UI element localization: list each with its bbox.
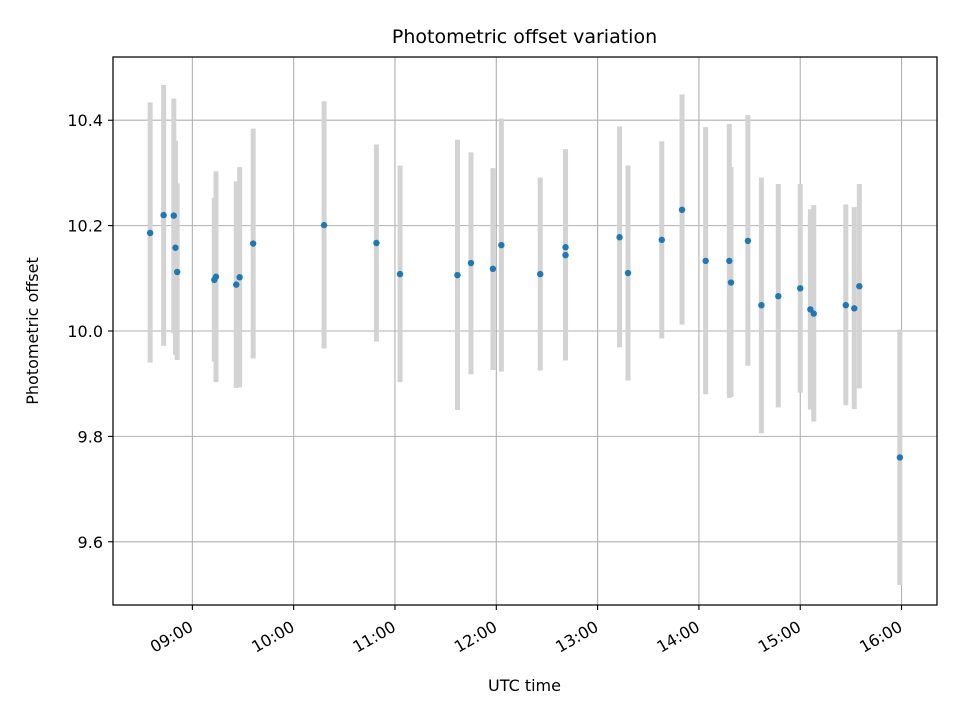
data-point — [797, 285, 804, 292]
data-point — [775, 293, 782, 300]
data-point — [454, 271, 461, 279]
data-point — [249, 240, 257, 247]
data-point — [146, 229, 154, 237]
data-point — [489, 265, 497, 273]
y-tick-label: 10.2 — [67, 217, 103, 236]
data-points — [146, 206, 904, 461]
data-point — [467, 259, 475, 267]
data-point — [170, 212, 177, 219]
data-point — [320, 221, 328, 229]
data-point — [173, 268, 181, 276]
y-tick-label: 10.4 — [67, 111, 103, 130]
data-point — [233, 281, 240, 288]
data-point — [498, 241, 505, 249]
data-point — [726, 257, 733, 265]
data-point — [616, 234, 623, 241]
chart-title: Photometric offset variation — [392, 26, 657, 48]
data-point — [172, 244, 179, 251]
x-axis-title: UTC time — [488, 676, 561, 695]
data-point — [810, 310, 817, 317]
data-point — [160, 211, 167, 219]
data-point — [562, 251, 569, 259]
data-point — [212, 273, 220, 280]
data-point — [678, 206, 686, 214]
data-point — [842, 301, 850, 309]
data-point — [744, 237, 752, 245]
y-tick-label: 10.0 — [67, 322, 103, 341]
y-tick-label: 9.6 — [78, 533, 103, 552]
y-axis-ticks: 9.6 9.8 10.0 10.2 10.4 — [67, 111, 113, 552]
data-point — [896, 454, 904, 461]
data-point — [373, 239, 380, 247]
data-point — [624, 269, 632, 277]
data-point — [758, 301, 765, 309]
data-point — [727, 279, 735, 286]
y-axis-title: Photometric offset — [23, 257, 42, 405]
y-tick-label: 9.8 — [78, 427, 103, 446]
data-point — [536, 270, 544, 278]
data-point — [562, 244, 569, 251]
data-point — [702, 257, 709, 265]
data-point — [856, 283, 863, 290]
data-point — [236, 274, 243, 281]
data-point — [658, 236, 665, 244]
data-point — [851, 305, 858, 312]
data-point — [396, 270, 404, 278]
